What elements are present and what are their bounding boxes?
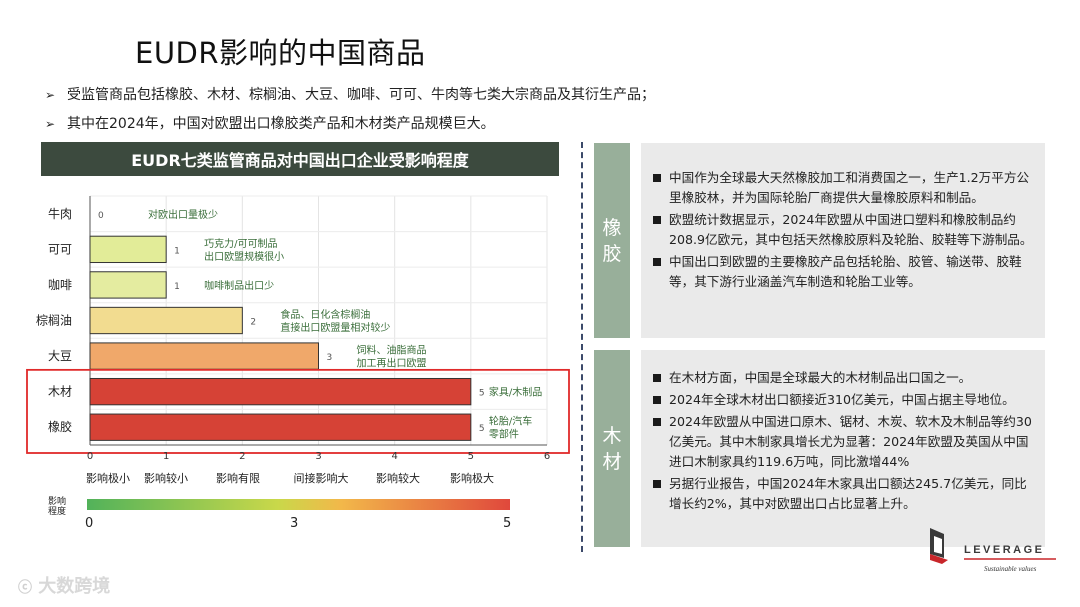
value-label: 5 xyxy=(479,424,485,434)
value-label: 5 xyxy=(479,389,485,399)
wood-point: 2024年欧盟从中国进口原木、锯材、木炭、软木及木制品等约30亿美元。其中木制家… xyxy=(651,412,1037,472)
bar-咖啡 xyxy=(89,271,167,299)
x-tick-label: 6 xyxy=(544,451,550,462)
watermark: ⓒ 大数跨境 xyxy=(18,572,110,598)
colorbar-label: 影响 程度 xyxy=(48,497,67,517)
tag-wood: 木材 xyxy=(594,350,630,547)
wood-point-text: 在木材方面，中国是全球最大的木材制品出口国之一。 xyxy=(669,370,972,385)
annotation-label: 对欧出口量极少 xyxy=(148,208,218,221)
annotation-label: 食品、日化含棕榈油 xyxy=(280,308,370,321)
bar-棕榈油 xyxy=(89,306,243,335)
tag-wood-text: 木材 xyxy=(602,424,622,473)
category-label: 棕榈油 xyxy=(36,313,72,328)
annotation-label: 家具/木制品 xyxy=(489,386,542,399)
arrow-bullet-icon: ➢ xyxy=(45,117,56,131)
value-label: 2 xyxy=(250,318,256,328)
rubber-point-text: 中国作为全球最大天然橡胶加工和消费国之一，生产1.2万平方公里橡胶林，并为国际轮… xyxy=(669,170,1030,205)
chart-header: EUDR七类监管商品对中国出口企业受影响程度 xyxy=(41,142,559,176)
x-tick-label: 2 xyxy=(239,451,245,462)
category-label: 牛肉 xyxy=(48,206,72,221)
rubber-point-text: 欧盟统计数据显示，2024年欧盟从中国进口塑料和橡胶制品约208.9亿欧元，其中… xyxy=(669,212,1033,247)
square-bullet-icon xyxy=(653,396,661,404)
watermark-text: 大数跨境 xyxy=(38,576,111,597)
square-bullet-icon xyxy=(653,216,661,224)
value-label: 1 xyxy=(174,282,180,292)
wood-point: 另据行业报告，中国2024年木家具出口额达245.7亿美元，同比增长约2%，其中… xyxy=(651,474,1037,514)
x-tick-description: 影响极大 xyxy=(450,471,494,485)
bullet-1: ➢ 受监管商品包括橡胶、木材、棕榈油、大豆、咖啡、可可、牛肉等七类大宗商品及其衍生… xyxy=(45,84,655,104)
value-label: 1 xyxy=(174,246,180,256)
square-bullet-icon xyxy=(653,480,661,488)
logo-name: LEVERAGE xyxy=(964,544,1045,556)
bullet-2-text: 其中在2024年，中国对欧盟出口橡胶类产品和木材类产品规模巨大。 xyxy=(67,116,495,132)
category-label: 木材 xyxy=(48,385,72,399)
value-label: 3 xyxy=(327,353,333,363)
x-tick-description: 影响有限 xyxy=(216,471,260,485)
bar-木材 xyxy=(89,377,472,406)
impact-bar-chart: 0 1 2 3 4 5 6 影响极小 影响较小 影响有限 间接影响大 影响较大 影响极大 牛肉 0 对欧出口量… xyxy=(26,195,570,485)
square-bullet-icon xyxy=(653,174,661,182)
bullet-1-text: 受监管商品包括橡胶、木材、棕榈油、大豆、咖啡、可可、牛肉等七类大宗商品及其衍生产… xyxy=(67,87,655,103)
wood-panel: 在木材方面，中国是全球最大的木材制品出口国之一。 2024年全球木材出口额接近3… xyxy=(641,350,1045,547)
annotation-label: 出口欧盟规模很小 xyxy=(204,250,284,263)
square-bullet-icon xyxy=(653,258,661,266)
rubber-point-text: 中国出口到欧盟的主要橡胶产品包括轮胎、胶管、输送带、胶鞋等，其下游行业涵盖汽车制… xyxy=(669,254,1022,289)
leverage-logo-icon xyxy=(930,528,948,564)
x-tick-label: 4 xyxy=(391,451,397,462)
wood-point-text: 另据行业报告，中国2024年木家具出口额达245.7亿美元，同比增长约2%，其中… xyxy=(669,476,1027,511)
logo-slogan: Sustainable values xyxy=(984,565,1037,573)
bullet-2: ➢ 其中在2024年，中国对欧盟出口橡胶类产品和木材类产品规模巨大。 xyxy=(45,113,495,133)
square-bullet-icon xyxy=(653,418,661,426)
slide-title: EUDR影响的中国商品 xyxy=(135,36,426,70)
x-tick-description: 影响极小 xyxy=(86,471,130,485)
category-label: 橡胶 xyxy=(48,419,72,434)
watermark-logo-icon: ⓒ xyxy=(18,580,32,596)
square-bullet-icon xyxy=(653,374,661,382)
annotation-label: 加工再出口欧盟 xyxy=(357,357,427,370)
rubber-point: 欧盟统计数据显示，2024年欧盟从中国进口塑料和橡胶制品约208.9亿欧元，其中… xyxy=(651,210,1037,250)
colorbar-tick-0: 0 xyxy=(85,516,94,531)
annotation-label: 轮胎/汽车 xyxy=(489,415,532,428)
leverage-logo: LEVERAGE Sustainable values xyxy=(930,528,1056,573)
rubber-point: 中国作为全球最大天然橡胶加工和消费国之一，生产1.2万平方公里橡胶林，并为国际轮… xyxy=(651,168,1037,208)
arrow-bullet-icon: ➢ xyxy=(45,88,56,102)
wood-point: 2024年全球木材出口额接近310亿美元，中国占据主导地位。 xyxy=(651,390,1037,410)
category-label: 可可 xyxy=(48,242,72,256)
x-tick-description: 影响较大 xyxy=(376,471,420,485)
wood-point-text: 2024年全球木材出口额接近310亿美元，中国占据主导地位。 xyxy=(669,392,1015,407)
annotation-label: 饲料、油脂商品 xyxy=(357,344,427,357)
annotation-label: 直接出口欧盟量相对较少 xyxy=(280,321,390,334)
x-tick-label: 3 xyxy=(315,451,321,462)
tag-rubber: 橡胶 xyxy=(594,143,630,338)
rubber-point: 中国出口到欧盟的主要橡胶产品包括轮胎、胶管、输送带、胶鞋等，其下游行业涵盖汽车制… xyxy=(651,252,1037,292)
annotation-label: 咖啡制品出口少 xyxy=(204,279,274,292)
x-tick-description: 影响较小 xyxy=(144,471,188,485)
category-label: 咖啡 xyxy=(48,277,72,292)
colorbar-tick-5: 5 xyxy=(503,516,512,531)
category-label: 大豆 xyxy=(48,349,72,363)
tag-rubber-text: 橡胶 xyxy=(602,216,622,265)
impact-colorbar xyxy=(87,499,510,510)
bar-可可 xyxy=(89,235,167,264)
highlight-box xyxy=(26,368,570,454)
value-label: 0 xyxy=(98,211,104,221)
colorbar-tick-3: 3 xyxy=(290,516,299,531)
x-tick-label: 5 xyxy=(468,451,474,462)
annotation-label: 零部件 xyxy=(489,428,519,441)
wood-point: 在木材方面，中国是全球最大的木材制品出口国之一。 xyxy=(651,368,1037,388)
wood-point-text: 2024年欧盟从中国进口原木、锯材、木炭、软木及木制品等约30亿美元。其中木制家… xyxy=(669,414,1032,469)
x-tick-label: 1 xyxy=(163,451,169,462)
bar-大豆 xyxy=(89,342,319,370)
x-tick-label: 0 xyxy=(87,451,93,462)
bar-橡胶 xyxy=(89,413,472,441)
vertical-divider xyxy=(581,142,583,552)
rubber-panel: 中国作为全球最大天然橡胶加工和消费国之一，生产1.2万平方公里橡胶林，并为国际轮… xyxy=(641,143,1045,338)
x-tick-description: 间接影响大 xyxy=(294,471,349,485)
annotation-label: 巧克力/可可制品 xyxy=(204,237,277,250)
